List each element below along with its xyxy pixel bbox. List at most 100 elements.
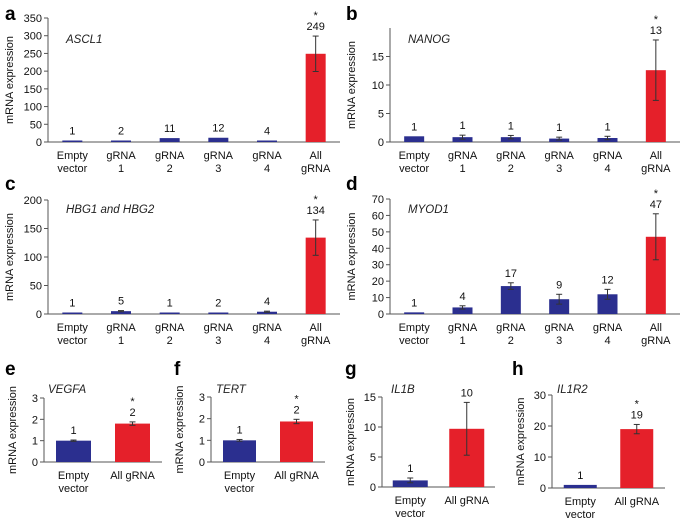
y-tick-label: 50 <box>30 119 42 131</box>
y-tick-label: 60 <box>372 210 384 222</box>
y-tick-label: 10 <box>364 422 376 434</box>
bar <box>280 421 313 462</box>
bar <box>159 138 180 142</box>
bar <box>305 53 326 143</box>
data-label: 1 <box>236 424 242 436</box>
significance-star: * <box>314 194 319 206</box>
panel-d: d MYOD1 mRNA expression 0 10 20 30 40 50 60 70 1 Emp… <box>346 174 680 347</box>
y-tick-label: 10 <box>372 80 384 92</box>
data-label: 134 <box>306 205 324 217</box>
data-label: 12 <box>212 123 224 135</box>
y-tick-label: 20 <box>534 421 546 433</box>
x-tick-label: 4 <box>604 163 610 175</box>
x-tick-label: gRNA <box>544 322 574 334</box>
significance-star: * <box>294 393 299 405</box>
bar <box>223 440 256 462</box>
y-tick-label: 15 <box>364 392 376 404</box>
y-tick-label: 2 <box>32 414 38 426</box>
y-tick-label: 200 <box>24 66 42 78</box>
panel-h: h IL1R2 mRNA expression 0 10 20 30 1 Emptyvector… <box>512 359 665 521</box>
x-tick-label: gRNA <box>301 335 331 347</box>
bar <box>452 307 473 314</box>
x-tick-label: gRNA <box>496 150 526 162</box>
x-tick-label: gRNA <box>155 322 185 334</box>
data-label: 1 <box>69 298 75 310</box>
x-tick-label: Empty <box>57 322 89 334</box>
y-axis-label: mRNA expression <box>174 385 186 473</box>
y-axis-label: mRNA expression <box>4 36 16 124</box>
data-label: 2 <box>293 404 299 416</box>
x-tick-label: vector <box>399 335 429 347</box>
data-label: 1 <box>69 126 75 138</box>
gene-name: VEGFA <box>48 384 86 396</box>
x-tick-label: gRNA <box>593 150 623 162</box>
panel-label: e <box>5 359 16 380</box>
x-tick-label: gRNA <box>448 150 478 162</box>
bar <box>305 237 326 314</box>
x-tick-label: 2 <box>508 163 514 175</box>
x-tick-label: Empty <box>57 150 89 162</box>
x-tick-label: Empty <box>395 495 427 507</box>
x-tick-label: All gRNA <box>444 495 489 507</box>
y-tick-label: 5 <box>370 452 376 464</box>
data-label: 12 <box>601 274 613 286</box>
data-label: 10 <box>461 387 473 399</box>
y-tick-label: 150 <box>24 224 42 236</box>
panel-label: f <box>174 359 181 380</box>
panel-a: a ASCL1 mRNA expression 0 50 100 150 200 250 300 3… <box>4 4 340 175</box>
data-label: 1 <box>411 297 417 309</box>
x-tick-label: All gRNA <box>110 470 155 482</box>
significance-star: * <box>314 10 319 22</box>
y-tick-label: 1 <box>199 435 205 447</box>
x-tick-label: 2 <box>508 335 514 347</box>
bar <box>111 140 131 142</box>
x-tick-label: All <box>650 150 662 162</box>
panel-c: c HBG1 and HBG2 mRNA expression 0 50 100 150 20… <box>4 174 340 347</box>
bar <box>549 299 570 314</box>
bar <box>56 440 91 462</box>
y-axis-label: mRNA expression <box>346 41 358 129</box>
y-tick-label: 300 <box>24 31 42 43</box>
x-tick-label: All <box>650 322 662 334</box>
x-tick-label: 1 <box>459 163 465 175</box>
data-label: 11 <box>164 123 175 135</box>
data-label: 1 <box>70 425 76 437</box>
bar <box>597 294 618 314</box>
x-tick-label: Empty <box>399 150 431 162</box>
bar <box>62 312 83 314</box>
bar <box>500 286 521 314</box>
panel-label: g <box>345 359 357 380</box>
y-tick-label: 0 <box>36 309 42 321</box>
bar <box>645 70 666 142</box>
x-tick-label: gRNA <box>106 150 136 162</box>
x-tick-label: Empty <box>399 322 431 334</box>
bar <box>645 236 666 314</box>
bar <box>257 140 277 142</box>
data-label: 9 <box>556 279 562 291</box>
panel-label: d <box>346 174 358 195</box>
x-tick-label: 3 <box>215 163 221 175</box>
x-tick-label: gRNA <box>106 322 136 334</box>
significance-star: * <box>130 396 135 408</box>
x-tick-label: Empty <box>224 470 256 482</box>
y-tick-label: 30 <box>372 260 384 272</box>
y-tick-label: 100 <box>24 102 42 114</box>
y-tick-label: 3 <box>32 393 38 405</box>
y-tick-label: 3 <box>199 392 205 404</box>
y-tick-label: 200 <box>24 195 42 207</box>
y-tick-label: 50 <box>30 281 42 293</box>
x-tick-label: gRNA <box>155 150 185 162</box>
data-label: 19 <box>631 409 643 421</box>
bar <box>111 311 131 314</box>
y-tick-label: 15 <box>372 52 384 64</box>
x-tick-label: gRNA <box>544 150 574 162</box>
x-tick-label: All <box>310 150 322 162</box>
x-tick-label: vector <box>59 483 89 495</box>
gene-name: HBG1 and HBG2 <box>66 204 155 216</box>
data-label: 17 <box>505 268 517 280</box>
x-tick-label: vector <box>565 509 595 521</box>
y-tick-label: 0 <box>370 482 376 494</box>
